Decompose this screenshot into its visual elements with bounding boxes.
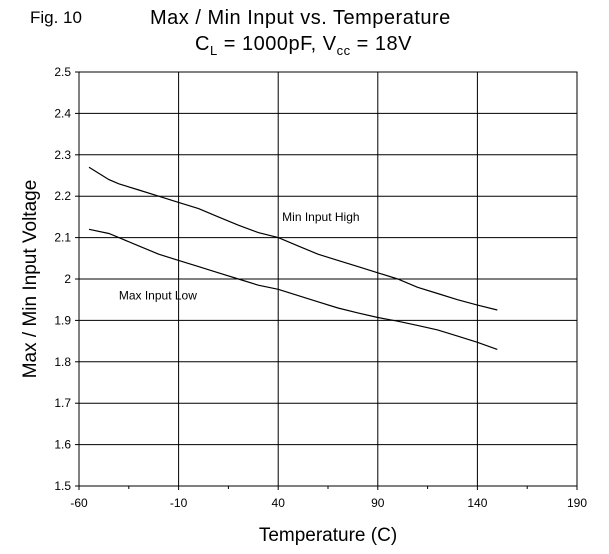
x-tick-label: 90 [371,496,385,510]
y-tick-label: 1.5 [54,479,71,493]
y-tick-label: 2.1 [54,231,71,245]
y-axis-title: Max / Min Input Voltage [20,180,41,379]
y-tick-label: 2.5 [54,65,71,79]
y-tick-label: 1.9 [54,313,71,327]
y-tick-label: 1.6 [54,438,71,452]
plot-area-frame [78,71,578,487]
x-tick-label: -60 [70,496,88,510]
annotations: Min Input High Max Input Low [119,210,360,303]
series-lines [88,166,498,350]
y-tick-label: 2.3 [54,148,71,162]
series-line-min-input-high [88,166,498,311]
y-tick-label: 1.7 [54,396,71,410]
chart-title: Max / Min Input vs. Temperature [150,7,451,29]
y-tick-label: 2 [64,272,71,286]
x-tick-label: 40 [272,496,286,510]
y-tick-label: 2.2 [54,189,71,203]
x-tick-label: -10 [170,496,188,510]
figure-number: Fig. 10 [30,8,82,27]
x-tick-label: 190 [567,496,587,510]
series-annotation: Min Input High [282,210,359,224]
y-tick-label: 1.8 [54,355,71,369]
x-tick-label: 140 [467,496,487,510]
chart-subtitle: CL = 1000pF, Vcc = 18V [195,33,412,58]
x-axis-title: Temperature (C) [259,525,397,546]
tick-labels: 1.5 1.6 1.7 1.8 1.9 2 2.1 2.2 2.3 2.4 2.5 -60 -10 40 9… [54,65,587,510]
y-tick-label: 2.4 [54,106,71,120]
grid [75,71,578,490]
series-annotation: Max Input Low [119,289,197,303]
series-line-max-input-low [88,228,498,350]
